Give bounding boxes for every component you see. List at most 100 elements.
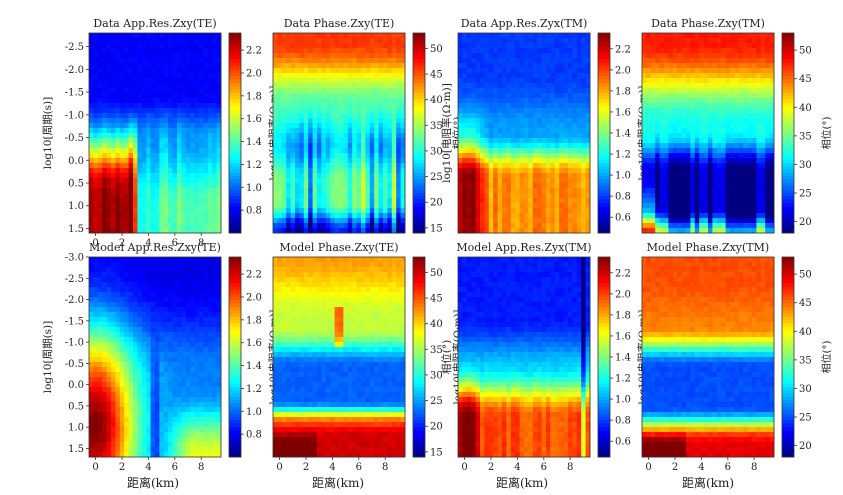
heatmap-cell bbox=[502, 78, 507, 84]
heatmap-cell bbox=[273, 223, 278, 229]
heatmap-cell bbox=[89, 143, 94, 149]
heatmap-cell bbox=[493, 53, 498, 59]
heatmap-cell bbox=[668, 163, 674, 169]
heatmap-cell bbox=[330, 193, 335, 199]
heatmap-cell bbox=[585, 78, 591, 84]
heatmap-cell bbox=[515, 128, 520, 134]
heatmap-cell bbox=[194, 138, 200, 144]
heatmap-cell bbox=[119, 183, 125, 189]
heatmap-cell bbox=[299, 178, 305, 184]
heatmap-cell bbox=[738, 143, 744, 149]
colorbar-segment bbox=[598, 103, 610, 107]
heatmap-cell bbox=[159, 58, 165, 64]
heatmap-cell bbox=[747, 223, 753, 229]
heatmap-cell bbox=[756, 148, 762, 154]
heatmap-cell bbox=[155, 178, 160, 184]
heatmap-cell bbox=[347, 78, 353, 84]
heatmap-cell bbox=[102, 218, 107, 224]
heatmap-cell bbox=[581, 153, 586, 159]
heatmap-cell bbox=[308, 118, 313, 124]
heatmap-cell bbox=[576, 113, 582, 119]
heatmap-cell bbox=[585, 33, 591, 39]
heatmap-cell bbox=[721, 48, 726, 54]
heatmap-cell bbox=[672, 53, 678, 59]
heatmap-cell bbox=[568, 168, 573, 174]
heatmap-cell bbox=[308, 178, 313, 184]
colorbar-segment bbox=[598, 76, 610, 81]
heatmap-cell bbox=[690, 63, 696, 69]
heatmap-cell bbox=[303, 173, 309, 179]
heatmap-cell bbox=[290, 83, 296, 89]
heatmap-cell bbox=[325, 218, 331, 224]
heatmap-cell bbox=[510, 148, 516, 154]
heatmap-cell bbox=[396, 208, 401, 214]
heatmap-cell bbox=[347, 48, 353, 54]
heatmap-cell bbox=[106, 183, 112, 189]
heatmap-cell bbox=[480, 63, 485, 69]
heatmap-cell bbox=[730, 138, 735, 144]
heatmap-cell bbox=[141, 78, 147, 84]
heatmap-cell bbox=[650, 133, 656, 139]
heatmap-cell bbox=[506, 198, 512, 204]
heatmap-cell bbox=[760, 73, 766, 79]
heatmap-cell bbox=[690, 223, 696, 229]
heatmap-cell bbox=[124, 58, 129, 64]
heatmap-cell bbox=[128, 163, 134, 169]
heatmap-cell bbox=[374, 113, 379, 119]
heatmap-cell bbox=[760, 148, 766, 154]
heatmap-cell bbox=[295, 88, 300, 94]
heatmap-cell bbox=[655, 43, 660, 49]
heatmap-cell bbox=[400, 98, 406, 104]
heatmap-cell bbox=[181, 228, 187, 234]
heatmap-cell bbox=[286, 148, 291, 154]
heatmap-cell bbox=[502, 228, 507, 234]
heatmap-cell bbox=[352, 228, 357, 234]
heatmap-cell bbox=[699, 118, 704, 124]
heatmap-cell bbox=[488, 148, 494, 154]
heatmap-cell bbox=[738, 183, 744, 189]
colorbar-tick-label: 50 bbox=[430, 44, 443, 55]
heatmap-cell bbox=[484, 138, 490, 144]
heatmap-cell bbox=[106, 203, 112, 209]
heatmap-cell bbox=[387, 198, 393, 204]
heatmap-cell bbox=[334, 93, 340, 99]
heatmap-cell bbox=[277, 103, 283, 109]
heatmap-cell bbox=[572, 163, 578, 169]
heatmap-cell bbox=[519, 143, 525, 149]
heatmap-cell bbox=[102, 148, 107, 154]
heatmap-cell bbox=[383, 113, 388, 119]
heatmap-cell bbox=[185, 48, 191, 54]
heatmap-cell bbox=[119, 128, 125, 134]
colorbar-segment bbox=[413, 76, 425, 81]
heatmap-cell bbox=[532, 203, 538, 209]
heatmap-cell bbox=[480, 163, 485, 169]
heatmap-cell bbox=[690, 128, 696, 134]
heatmap-cell bbox=[677, 123, 682, 129]
heatmap-cell bbox=[712, 68, 718, 74]
heatmap-cell bbox=[672, 138, 678, 144]
heatmap-cell bbox=[642, 43, 647, 49]
colorbar-segment bbox=[229, 39, 241, 44]
heatmap-cell bbox=[177, 63, 182, 69]
heatmap-cell bbox=[361, 48, 366, 54]
heatmap-cell bbox=[146, 143, 151, 149]
heatmap-cell bbox=[528, 198, 534, 204]
heatmap-cell bbox=[497, 208, 503, 214]
heatmap-cell bbox=[743, 98, 748, 104]
colorbar-segment bbox=[229, 83, 241, 87]
heatmap-cell bbox=[106, 158, 112, 164]
heatmap-cell bbox=[199, 218, 204, 224]
heatmap-cell bbox=[128, 143, 134, 149]
colorbar-segment bbox=[598, 53, 610, 57]
heatmap-cell bbox=[216, 168, 222, 174]
heatmap-cell bbox=[480, 148, 485, 154]
heatmap-cell bbox=[743, 213, 748, 219]
heatmap-cell bbox=[361, 103, 366, 109]
heatmap-cell bbox=[541, 133, 547, 139]
colorbar-segment bbox=[598, 146, 610, 151]
heatmap-cell bbox=[760, 143, 766, 149]
heatmap-cell bbox=[528, 58, 534, 64]
heatmap-cell bbox=[760, 163, 766, 169]
colorbar-tick-label: 0.8 bbox=[246, 206, 262, 217]
